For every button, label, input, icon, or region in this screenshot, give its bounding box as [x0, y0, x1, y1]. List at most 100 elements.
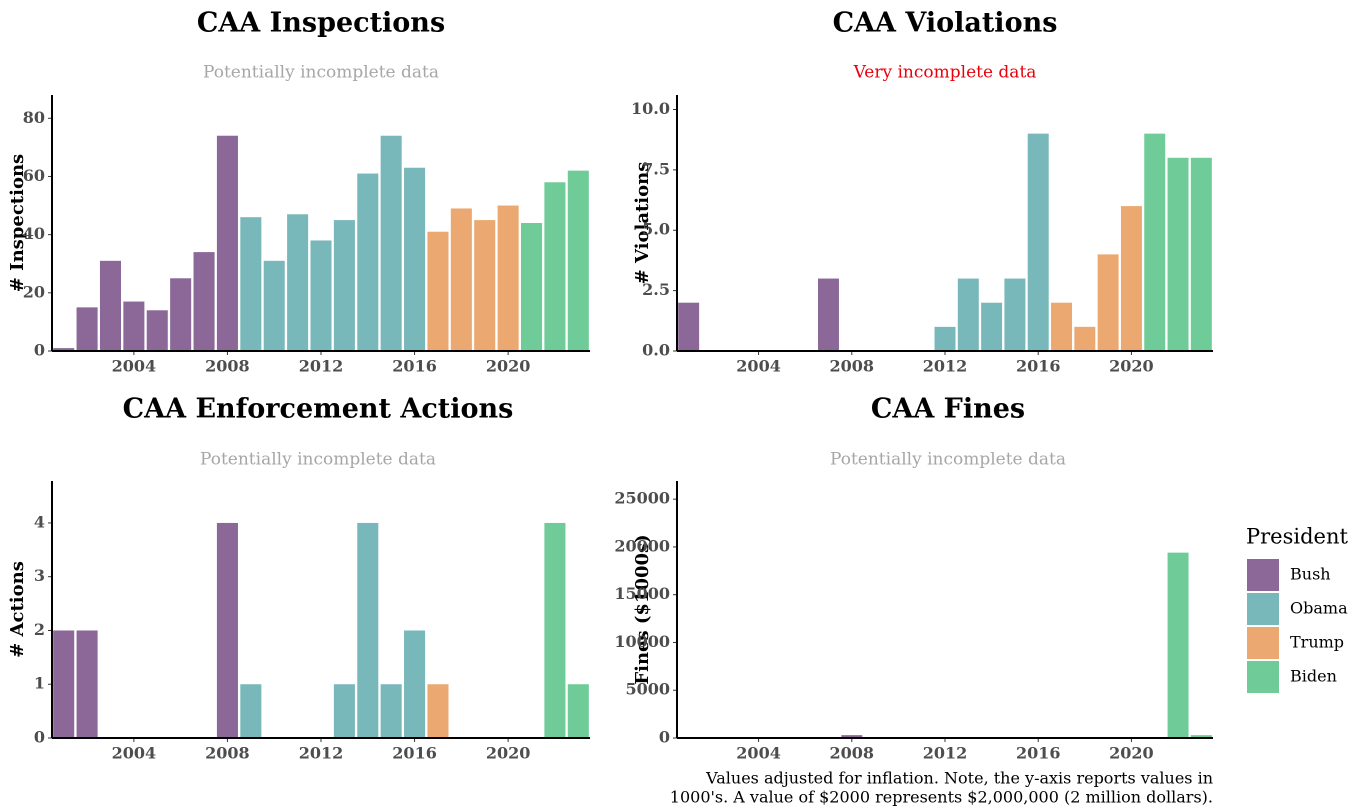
chart-title: CAA Fines: [871, 394, 1025, 425]
x-tick-label: 2008: [205, 744, 250, 763]
x-tick-label: 2012: [923, 357, 968, 376]
x-tick-label: 2004: [112, 357, 157, 376]
y-tick-label: 1: [34, 674, 45, 693]
bar: [1074, 326, 1096, 351]
x-tick-label: 2008: [830, 357, 875, 376]
bar: [1097, 254, 1119, 351]
bar: [1167, 157, 1189, 351]
x-tick-label: 2012: [299, 744, 344, 763]
bar: [404, 630, 426, 738]
bar: [841, 735, 863, 738]
legend-swatch: [1247, 627, 1279, 659]
x-tick-label: 2016: [392, 357, 437, 376]
y-tick-label: 0.0: [642, 341, 670, 360]
bar: [1190, 735, 1212, 738]
y-axis-label: # Inspections: [7, 154, 28, 292]
y-tick-label: 4: [34, 512, 45, 531]
x-tick-label: 2004: [112, 744, 157, 763]
bar: [380, 684, 402, 738]
note: 1000's. A value of $2000 represents $2,0…: [670, 788, 1213, 807]
bar: [404, 167, 426, 351]
y-tick-label: 7.5: [642, 159, 670, 178]
y-tick-label: 80: [23, 108, 45, 127]
y-tick-label: 0: [659, 728, 670, 747]
x-tick-label: 2020: [1109, 357, 1154, 376]
bar: [544, 522, 566, 738]
bar: [170, 278, 192, 351]
chart-subtitle: Very incomplete data: [853, 63, 1037, 83]
bar: [240, 684, 262, 738]
bar: [474, 220, 496, 351]
bar: [1190, 157, 1212, 351]
x-tick-label: 2004: [736, 357, 781, 376]
y-tick-label: 60: [23, 166, 45, 185]
x-tick-label: 2008: [205, 357, 250, 376]
bar: [263, 260, 285, 351]
legend-label: Obama: [1290, 599, 1348, 618]
bar: [240, 217, 262, 351]
bar: [216, 522, 238, 738]
bar: [817, 278, 839, 351]
bar: [1120, 206, 1142, 351]
legend-swatch: [1247, 593, 1279, 625]
chart-subtitle: Potentially incomplete data: [200, 450, 436, 470]
y-tick-label: 10000: [614, 632, 670, 651]
chart-title: CAA Enforcement Actions: [123, 394, 514, 425]
bar: [380, 135, 402, 351]
bar: [957, 278, 979, 351]
y-axis-label: # Violations: [632, 162, 653, 285]
x-tick-label: 2012: [923, 744, 968, 763]
y-tick-label: 40: [23, 224, 45, 243]
bar: [99, 260, 122, 351]
note: Values adjusted for inflation. Note, the…: [705, 769, 1213, 788]
y-tick-label: 3: [34, 566, 45, 585]
legend-title: President: [1246, 525, 1348, 549]
y-tick-label: 10.0: [631, 99, 670, 118]
x-tick-label: 2016: [1016, 744, 1061, 763]
bar: [216, 135, 238, 351]
chart-subtitle: Potentially incomplete data: [203, 63, 439, 83]
y-tick-label: 15000: [614, 584, 670, 603]
x-tick-label: 2020: [486, 357, 531, 376]
y-tick-label: 2.5: [642, 280, 670, 299]
y-tick-label: 20000: [614, 536, 670, 555]
bar: [1144, 133, 1166, 351]
bar: [567, 170, 589, 351]
x-tick-label: 2020: [1109, 744, 1154, 763]
bar: [357, 522, 379, 738]
x-tick-label: 2020: [486, 744, 531, 763]
bar: [53, 630, 75, 738]
bar: [567, 684, 589, 738]
legend-swatch: [1247, 661, 1279, 693]
x-tick-label: 2016: [1016, 357, 1061, 376]
bar: [1004, 278, 1026, 351]
y-tick-label: 0: [34, 341, 45, 360]
y-axis-label: Fines ($1000s): [632, 534, 653, 684]
bar: [450, 208, 472, 351]
bar: [310, 240, 332, 351]
legend-label: Trump: [1290, 633, 1344, 652]
legend-swatch: [1247, 559, 1279, 591]
chart-subtitle: Potentially incomplete data: [830, 450, 1066, 470]
bar: [427, 684, 449, 738]
bar: [287, 214, 309, 351]
bar: [1051, 302, 1073, 351]
legend-label: Biden: [1290, 667, 1337, 686]
bar: [333, 220, 355, 351]
bar: [934, 326, 956, 351]
bar: [1027, 133, 1049, 351]
bar: [544, 182, 566, 351]
bar: [1167, 552, 1189, 738]
x-tick-label: 2016: [392, 744, 437, 763]
bar: [981, 302, 1003, 351]
legend-label: Bush: [1290, 565, 1331, 584]
y-tick-label: 0: [34, 728, 45, 747]
bar: [53, 348, 75, 351]
bar: [193, 252, 215, 351]
chart-title: CAA Violations: [833, 8, 1058, 39]
x-tick-label: 2012: [299, 357, 344, 376]
x-tick-label: 2008: [830, 744, 875, 763]
y-tick-label: 20: [23, 282, 45, 301]
y-tick-label: 25000: [614, 489, 670, 508]
x-tick-label: 2004: [736, 744, 781, 763]
